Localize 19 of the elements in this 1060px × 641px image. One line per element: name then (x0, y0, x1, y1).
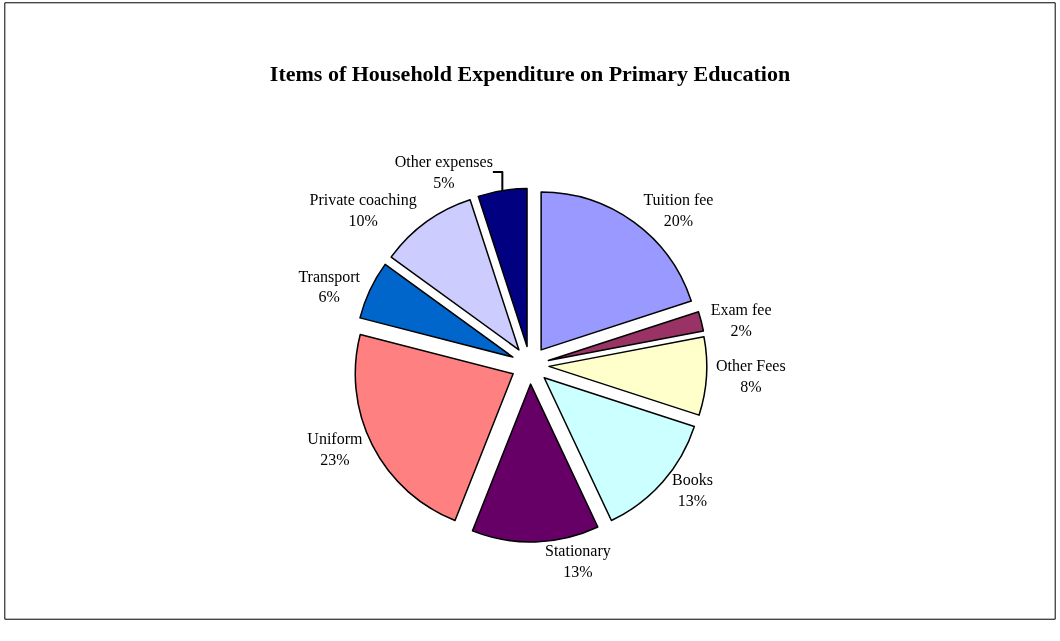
slice-label: Exam fee (710, 301, 772, 319)
data-label: 20% (663, 211, 694, 229)
data-label: 8% (740, 378, 762, 396)
data-label: 23% (320, 451, 350, 469)
slice-label: Other Fees (715, 357, 786, 375)
slice-label: Books (672, 471, 713, 489)
slice-label: Tuition fee (643, 190, 714, 208)
data-label: 13% (563, 562, 593, 580)
data-label: 5% (433, 173, 455, 191)
slice-label: Stationary (545, 541, 611, 560)
chart-title: Items of Household Expenditure on Primary Education (269, 61, 791, 87)
data-label: 2% (730, 321, 752, 339)
slice-label: Private coaching (309, 190, 417, 209)
data-label: 13% (677, 492, 708, 510)
data-label: 10% (348, 211, 378, 229)
slice-label: Uniform (307, 430, 364, 448)
data-label: 6% (318, 288, 340, 306)
slice-label: Other expenses (394, 153, 493, 172)
slice-label: Transport (298, 267, 361, 286)
